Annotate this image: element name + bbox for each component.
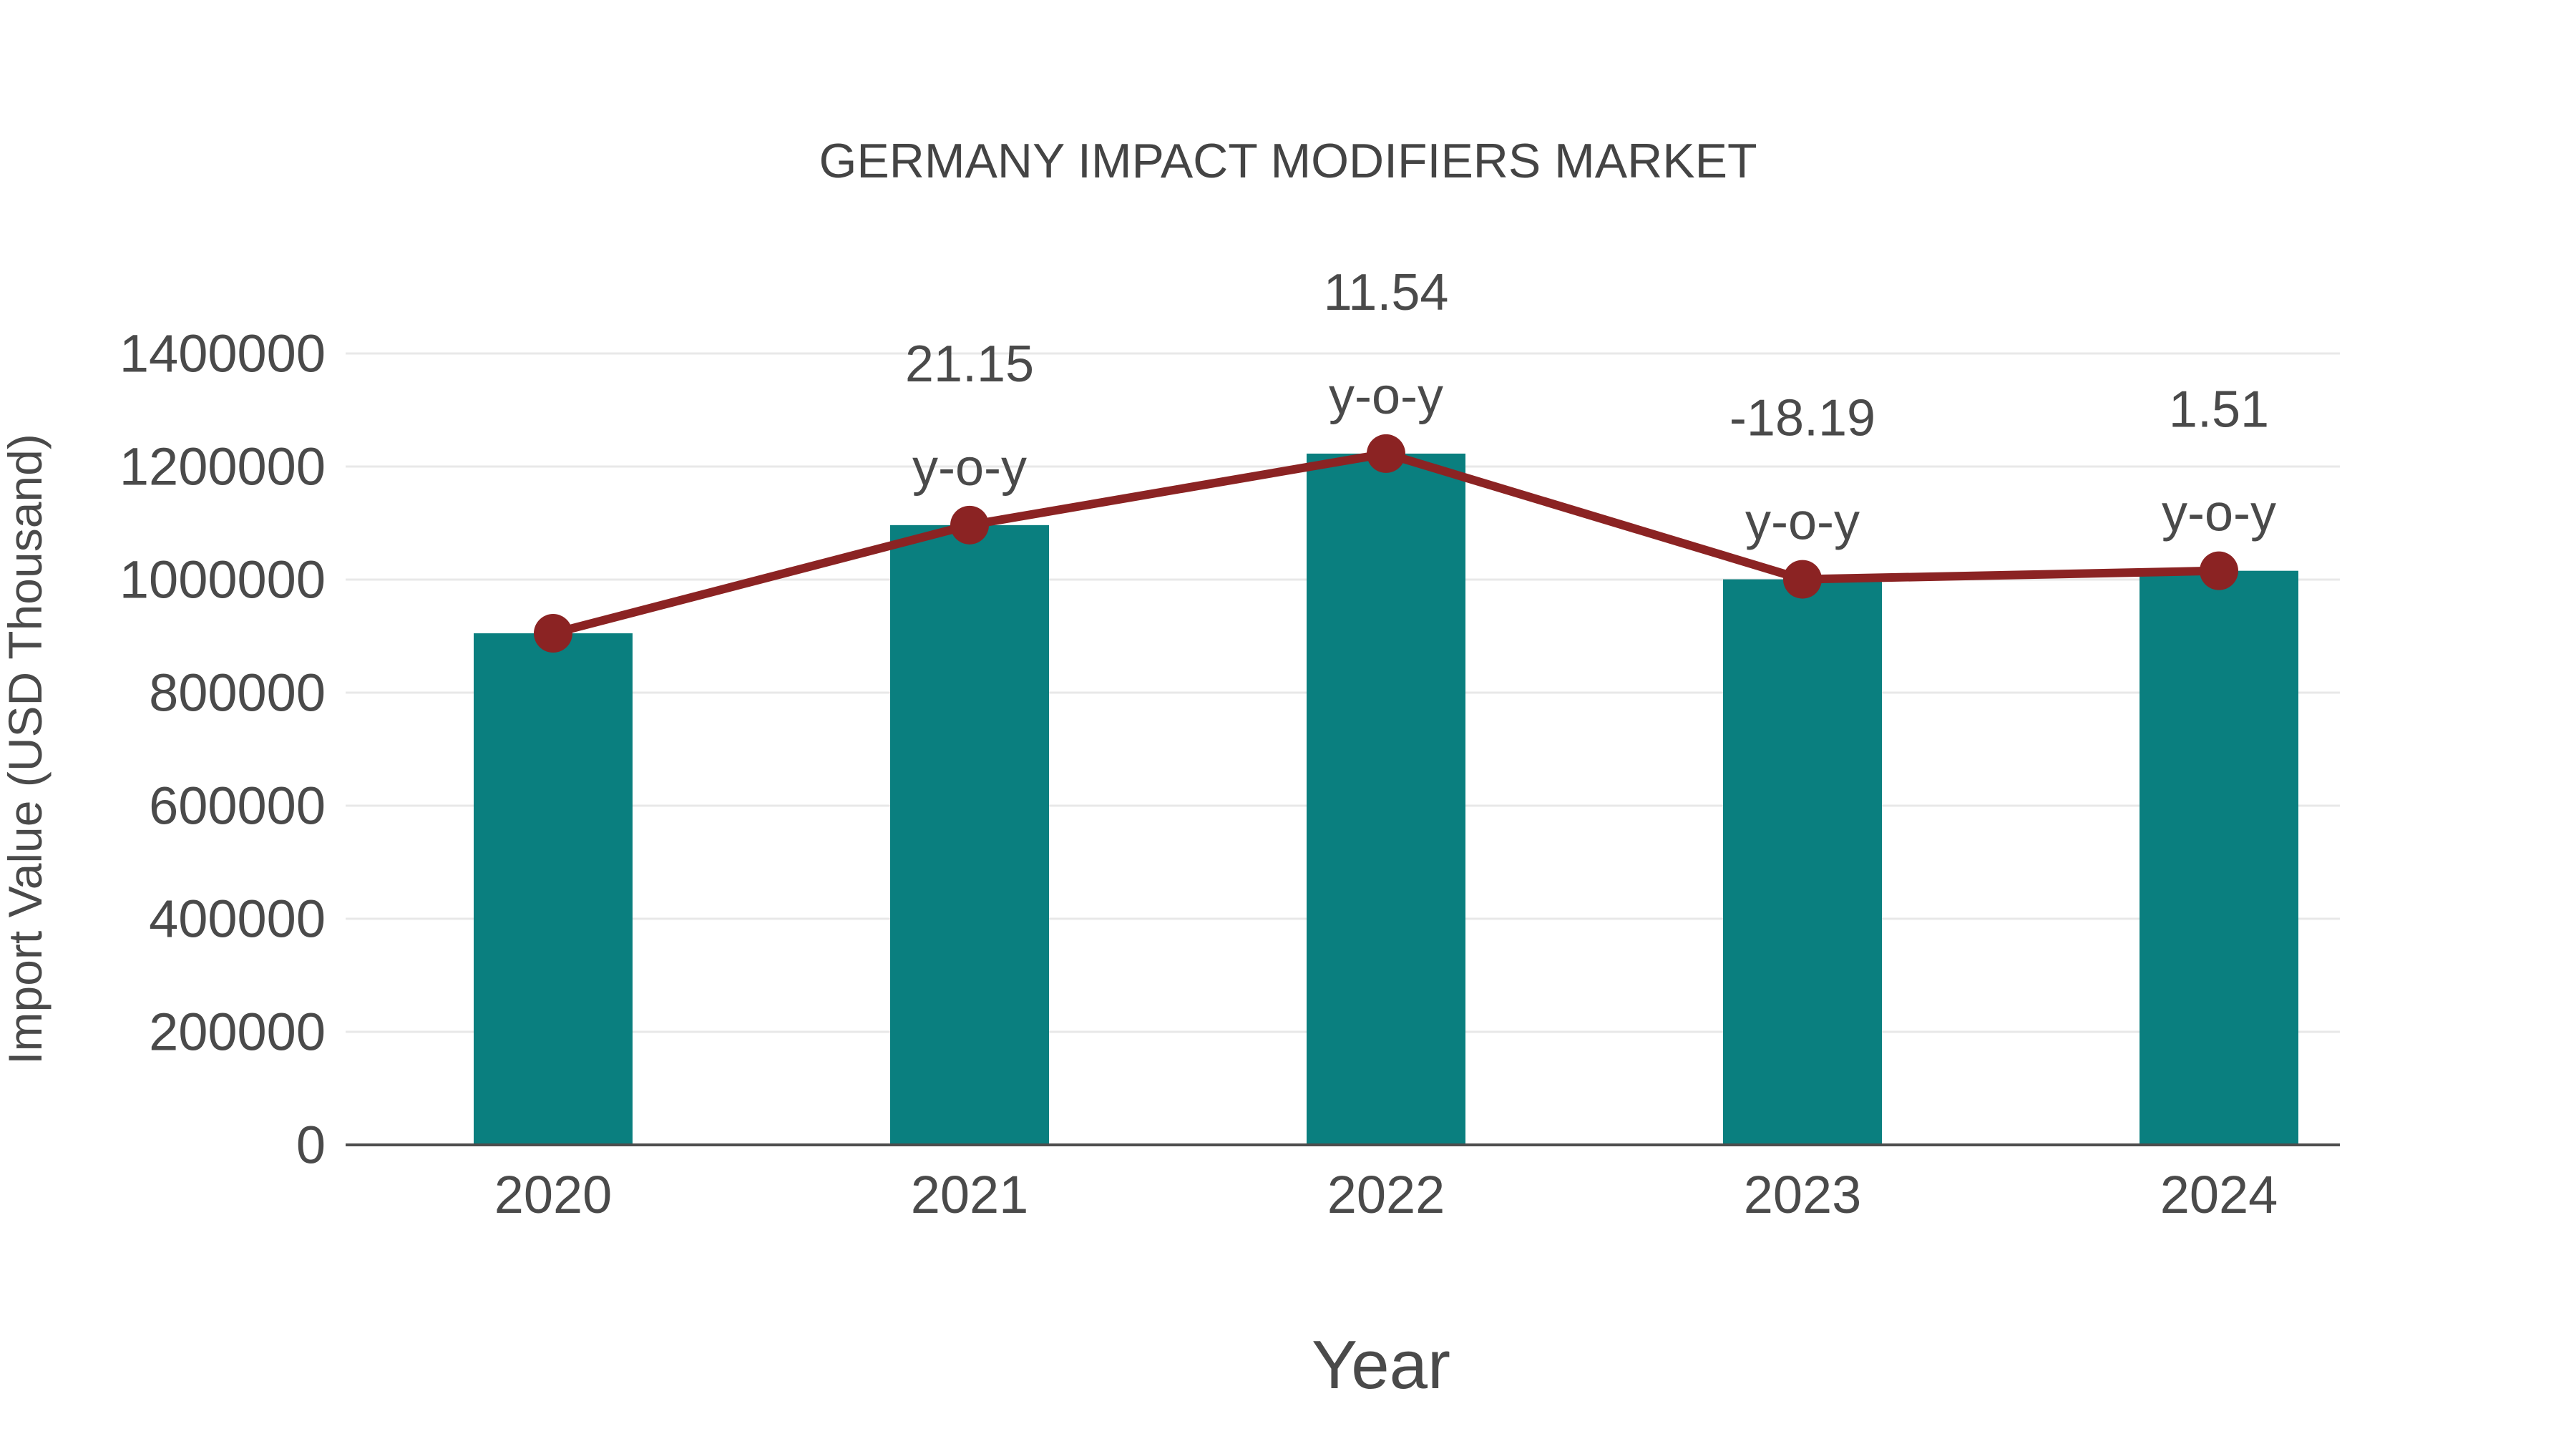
annotation-2023-suffix: y-o-y [1745, 494, 1860, 551]
y-tick-label-200000: 200000 [149, 1002, 326, 1062]
marker-2023 [1783, 560, 1822, 599]
chart-title: GERMANY IMPACT MODIFIERS MARKET [819, 134, 1757, 188]
x-tick-label-2021: 2021 [911, 1165, 1029, 1224]
y-tick-label-400000: 400000 [149, 889, 326, 949]
bar-2022 [1307, 453, 1465, 1145]
annotation-2021-value: 21.15 [905, 336, 1034, 393]
annotation-2024-suffix: y-o-y [2162, 485, 2276, 542]
marker-2021 [950, 505, 989, 545]
y-tick-label-1400000: 1400000 [119, 324, 326, 384]
annotation-2021-suffix: y-o-y [912, 439, 1027, 497]
x-axis-title: Year [1312, 1327, 1450, 1403]
x-tick-label-2020: 2020 [494, 1165, 613, 1224]
y-axis-title: Import Value (USD Thousand) [0, 434, 52, 1065]
marker-2020 [534, 614, 572, 653]
y-tick-label-800000: 800000 [149, 663, 326, 723]
y-tick-label-600000: 600000 [149, 776, 326, 836]
marker-2024 [2200, 551, 2238, 590]
bar-2024 [2140, 570, 2298, 1145]
bar-2020 [474, 633, 633, 1145]
x-tick-label-2022: 2022 [1327, 1165, 1445, 1224]
y-tick-label-0: 0 [296, 1116, 326, 1175]
x-tick-label-2023: 2023 [1744, 1165, 1862, 1224]
annotation-2024-value: 1.51 [2169, 381, 2269, 439]
marker-2022 [1367, 434, 1405, 473]
y-tick-label-1000000: 1000000 [119, 550, 326, 610]
annotation-2022-value: 11.54 [1324, 264, 1449, 321]
bar-2021 [890, 525, 1049, 1145]
bar-2023 [1723, 579, 1882, 1145]
y-tick-label-1200000: 1200000 [119, 437, 326, 497]
x-tick-label-2024: 2024 [2160, 1165, 2278, 1224]
plot-area: 0 200000 400000 600000 800000 1000000 1200000 1… [119, 264, 2340, 1224]
annotation-2023-value: -18.19 [1729, 390, 1875, 447]
annotation-2022-suffix: y-o-y [1329, 368, 1443, 425]
